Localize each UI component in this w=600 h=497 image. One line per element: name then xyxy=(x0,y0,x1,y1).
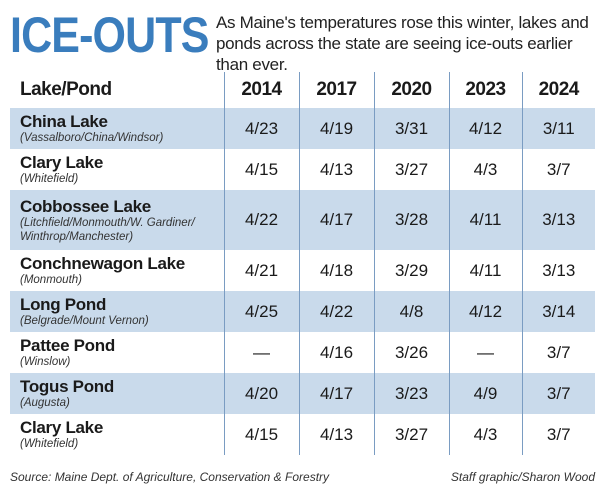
ice-out-date-cell: 4/23 xyxy=(223,108,299,149)
ice-out-date-cell: 3/27 xyxy=(373,414,449,455)
lake-cell: Long Pond (Belgrade/Mount Vernon) xyxy=(10,291,224,332)
ice-out-date-cell: 4/19 xyxy=(298,108,374,149)
column-header: 2023 xyxy=(448,72,522,108)
lake-cell: Cobbossee Lake (Litchfield/Monmouth/W. Ga… xyxy=(10,190,224,250)
lake-name: Long Pond xyxy=(20,295,107,314)
lake-location: (Whitefield) xyxy=(20,173,79,185)
ice-out-table: Lake/Pond 2014 2017 2020 2023 2024 China… xyxy=(10,72,595,455)
table-row: China Lake (Vassalboro/China/Windsor) 4/23… xyxy=(10,108,595,149)
lake-name: China Lake xyxy=(20,112,108,131)
ice-out-date-cell: 3/14 xyxy=(521,291,595,332)
ice-out-date-cell: 3/29 xyxy=(373,250,449,291)
table-row: Clary Lake (Whitefield) 4/15 4/13 3/27 4/3 3/7 xyxy=(10,149,595,190)
ice-out-date-cell: 4/3 xyxy=(448,414,522,455)
ice-out-date-cell: 4/12 xyxy=(448,108,522,149)
lake-cell: Pattee Pond (Winslow) xyxy=(10,332,224,373)
table-row: Cobbossee Lake (Litchfield/Monmouth/W. Ga… xyxy=(10,190,595,250)
ice-out-date-cell: 4/3 xyxy=(448,149,522,190)
ice-out-date-cell: 4/11 xyxy=(448,250,522,291)
column-header: 2014 xyxy=(223,72,299,108)
column-header: 2020 xyxy=(373,72,449,108)
lake-name: Pattee Pond xyxy=(20,336,115,355)
graphic-subtitle: As Maine's temperatures rose this winter… xyxy=(216,13,589,74)
lake-name: Clary Lake xyxy=(20,153,103,172)
ice-out-date-cell: 3/31 xyxy=(373,108,449,149)
ice-out-date-cell: 4/9 xyxy=(448,373,522,414)
ice-out-date-cell: 4/17 xyxy=(298,373,374,414)
lake-location: (Belgrade/Mount Vernon) xyxy=(20,315,149,327)
ice-out-date-cell: 4/13 xyxy=(298,149,374,190)
lake-location: (Litchfield/Monmouth/W. Gardiner/ Winthr… xyxy=(20,216,195,243)
lake-location: (Monmouth) xyxy=(20,274,82,286)
table-header-row: Lake/Pond 2014 2017 2020 2023 2024 xyxy=(10,72,595,108)
ice-out-date-cell: 3/7 xyxy=(521,332,595,373)
ice-out-date-cell: 4/22 xyxy=(298,291,374,332)
table-row: Long Pond (Belgrade/Mount Vernon) 4/25 4/22… xyxy=(10,291,595,332)
ice-out-date-cell: — xyxy=(448,332,522,373)
column-header: Lake/Pond xyxy=(20,79,112,100)
ice-out-date-cell: — xyxy=(223,332,299,373)
lake-location: (Winslow) xyxy=(20,356,71,368)
lake-cell: Clary Lake (Whitefield) xyxy=(10,414,224,455)
table-row: Pattee Pond (Winslow) —4/16 3/26—3/7 xyxy=(10,332,595,373)
ice-out-date-cell: 4/25 xyxy=(223,291,299,332)
lake-cell: Conchnewagon Lake (Monmouth) xyxy=(10,250,224,291)
ice-out-date-cell: 4/18 xyxy=(298,250,374,291)
ice-out-date-cell: 3/23 xyxy=(373,373,449,414)
ice-out-date-cell: 4/15 xyxy=(223,414,299,455)
header: ICE-OUTS As Maine's temperatures rose th… xyxy=(10,7,590,74)
column-header: 2024 xyxy=(521,72,595,108)
ice-out-date-cell: 3/7 xyxy=(521,149,595,190)
lake-cell: China Lake (Vassalboro/China/Windsor) xyxy=(10,108,224,149)
table-row: Togus Pond (Augusta) 4/20 4/17 3/23 4/9 3/7 xyxy=(10,373,595,414)
ice-out-date-cell: 4/16 xyxy=(298,332,374,373)
lake-name: Cobbossee Lake xyxy=(20,196,151,216)
table-row: Clary Lake (Whitefield) 4/15 4/13 3/27 4/3 3/7 xyxy=(10,414,595,455)
lake-name: Conchnewagon Lake xyxy=(20,254,185,273)
ice-out-date-cell: 4/12 xyxy=(448,291,522,332)
ice-out-date-cell: 4/22 xyxy=(223,190,299,250)
ice-out-date-cell: 3/11 xyxy=(521,108,595,149)
lake-cell: Togus Pond (Augusta) xyxy=(10,373,224,414)
ice-out-date-cell: 3/7 xyxy=(521,373,595,414)
graphic-title: ICE-OUTS xyxy=(10,7,209,63)
ice-out-date-cell: 4/13 xyxy=(298,414,374,455)
lake-location: (Vassalboro/China/Windsor) xyxy=(20,132,164,144)
footer: Source: Maine Dept. of Agriculture, Cons… xyxy=(10,470,595,488)
lake-location: (Augusta) xyxy=(20,397,70,409)
ice-out-date-cell: 3/27 xyxy=(373,149,449,190)
column-header: 2017 xyxy=(298,72,374,108)
ice-out-date-cell: 3/28 xyxy=(373,190,449,250)
ice-out-date-cell: 4/17 xyxy=(298,190,374,250)
lake-name: Togus Pond xyxy=(20,377,114,396)
source-note: Source: Maine Dept. of Agriculture, Cons… xyxy=(10,470,330,484)
ice-out-date-cell: 4/20 xyxy=(223,373,299,414)
lake-cell: Clary Lake (Whitefield) xyxy=(10,149,224,190)
ice-out-date-cell: 3/7 xyxy=(521,414,595,455)
lake-location: (Whitefield) xyxy=(20,438,79,450)
ice-out-date-cell: 3/13 xyxy=(521,190,595,250)
ice-out-date-cell: 4/21 xyxy=(223,250,299,291)
ice-out-date-cell: 4/11 xyxy=(448,190,522,250)
table-row: Conchnewagon Lake (Monmouth) 4/21 4/18 3/29 4… xyxy=(10,250,595,291)
ice-out-date-cell: 3/13 xyxy=(521,250,595,291)
ice-out-date-cell: 4/8 xyxy=(373,291,449,332)
ice-out-date-cell: 3/26 xyxy=(373,332,449,373)
ice-out-date-cell: 4/15 xyxy=(223,149,299,190)
lake-name: Clary Lake xyxy=(20,418,103,437)
credit-note: Staff graphic/Sharon Wood xyxy=(450,470,595,484)
